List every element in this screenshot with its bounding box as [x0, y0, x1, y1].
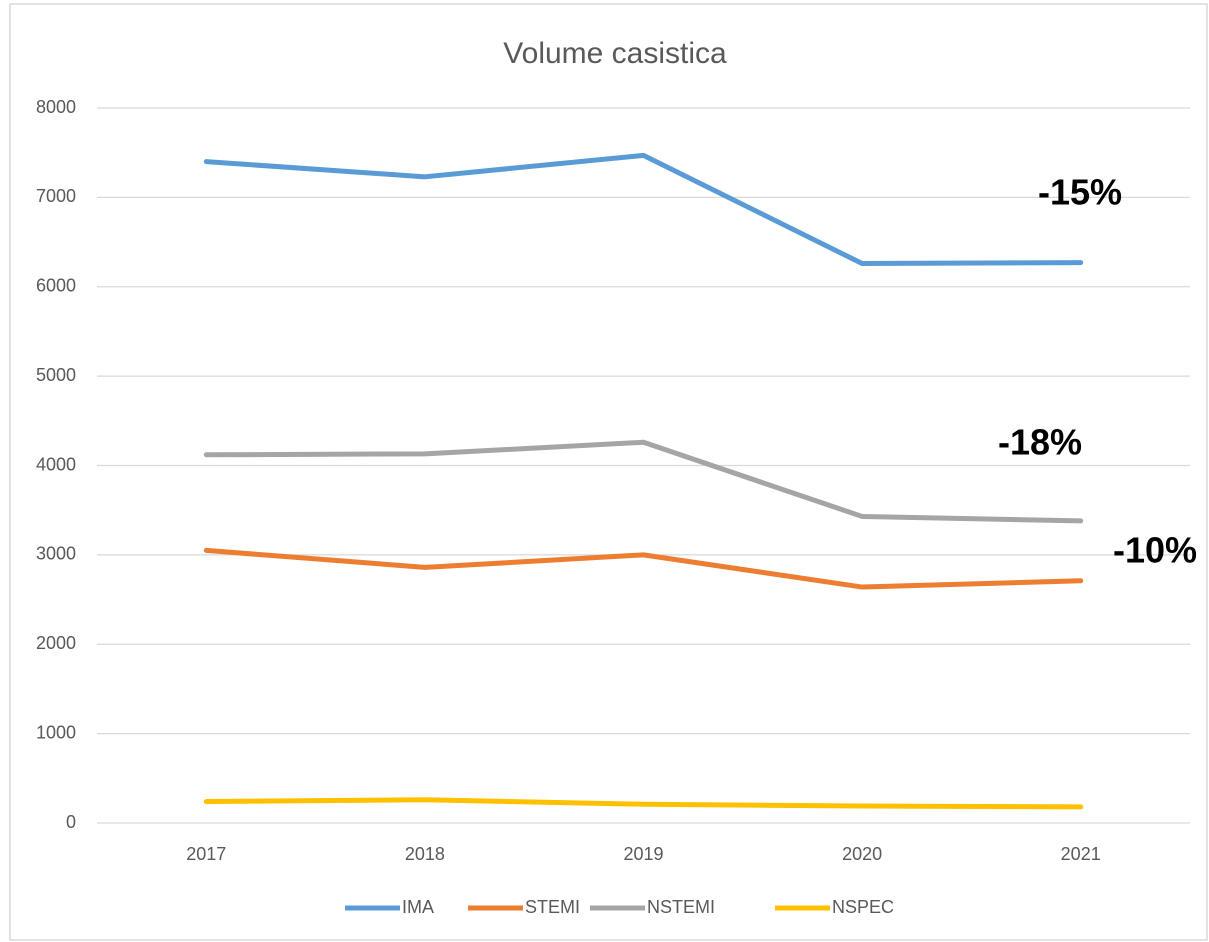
y-tick-label: 7000: [36, 186, 76, 206]
annotation: -15%: [1038, 172, 1122, 213]
chart-title: Volume casistica: [503, 37, 727, 70]
y-tick-label: 0: [66, 812, 76, 832]
x-tick-label: 2018: [405, 844, 445, 864]
annotation: -10%: [1113, 530, 1197, 571]
y-tick-label: 6000: [36, 276, 76, 296]
legend-label: NSPEC: [832, 897, 894, 917]
chart-frame: [9, 3, 1208, 941]
annotation: -18%: [998, 422, 1082, 463]
y-tick-label: 1000: [36, 722, 76, 742]
y-tick-label: 5000: [36, 365, 76, 385]
y-tick-label: 3000: [36, 544, 76, 564]
y-tick-label: 2000: [36, 633, 76, 653]
x-tick-label: 2021: [1061, 844, 1101, 864]
legend-label: IMA: [402, 897, 434, 917]
x-tick-label: 2020: [842, 844, 882, 864]
series-line: [203, 152, 1084, 267]
x-tick-label: 2019: [623, 844, 663, 864]
series-line: [203, 547, 1084, 590]
series-line: [203, 439, 1084, 524]
series-line: [203, 797, 1084, 810]
y-tick-label: 4000: [36, 454, 76, 474]
legend-label: STEMI: [525, 897, 580, 917]
legend-label: NSTEMI: [647, 897, 715, 917]
x-tick-label: 2017: [186, 844, 226, 864]
y-tick-label: 8000: [36, 97, 76, 117]
